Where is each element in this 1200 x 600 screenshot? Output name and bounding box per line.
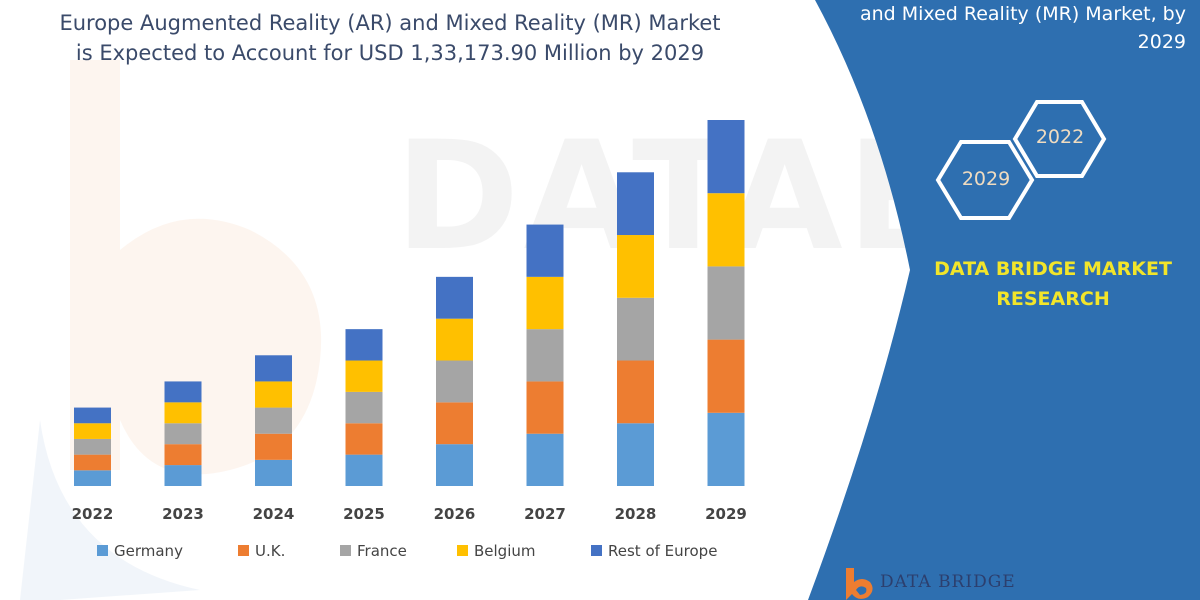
footer-logo-icon xyxy=(846,568,873,600)
x-tick-label-2022: 2022 xyxy=(72,505,114,523)
bar-2029-u-k- xyxy=(707,339,745,413)
legend-label-u-k-: U.K. xyxy=(255,542,285,560)
x-tick-label-2024: 2024 xyxy=(253,505,295,523)
legend-swatch-u-k- xyxy=(238,545,249,556)
bar-2025-belgium xyxy=(345,360,383,392)
bar-2023-rest-of-europe xyxy=(164,381,202,403)
legend-swatch-rest-of-europe xyxy=(591,545,602,556)
bar-2025-germany xyxy=(345,454,383,486)
x-tick-label-2023: 2023 xyxy=(162,505,204,523)
bar-2023-u-k- xyxy=(164,444,202,466)
legend-label-belgium: Belgium xyxy=(474,542,536,560)
bar-2029-france xyxy=(707,266,745,340)
bar-2028-u-k- xyxy=(617,360,654,424)
bar-2027-u-k- xyxy=(526,381,564,434)
bar-2024-belgium xyxy=(255,381,292,408)
bar-2025-u-k- xyxy=(345,423,383,455)
bar-2022-belgium xyxy=(74,423,111,439)
x-tick-label-2027: 2027 xyxy=(524,505,566,523)
x-tick-label-2025: 2025 xyxy=(343,505,385,523)
bar-2026-belgium xyxy=(436,318,473,361)
bar-2028-france xyxy=(617,297,654,361)
bar-2026-rest-of-europe xyxy=(436,276,473,319)
legend-swatch-belgium xyxy=(457,545,468,556)
bar-2028-germany xyxy=(617,423,654,486)
legend-label-france: France xyxy=(357,542,407,560)
bar-2024-france xyxy=(255,407,292,434)
bar-2027-germany xyxy=(526,433,564,486)
bar-2023-belgium xyxy=(164,402,202,424)
bar-2029-rest-of-europe xyxy=(707,120,745,194)
bar-2029-germany xyxy=(707,412,745,486)
bar-2026-u-k- xyxy=(436,402,473,445)
chart-title-line1: Europe Augmented Reality (AR) and Mixed … xyxy=(59,11,721,35)
hex-label-2029: 2029 xyxy=(961,168,1011,190)
bar-2026-germany xyxy=(436,444,473,486)
legend-swatch-germany xyxy=(97,545,108,556)
bar-2024-u-k- xyxy=(255,433,292,460)
stacked-bar-chart: 2022 2023 2024 2025 2026 2027 2028 2029 Germany U… xyxy=(72,120,747,560)
bar-2022-rest-of-europe xyxy=(74,407,111,424)
bar-2025-rest-of-europe xyxy=(345,329,383,361)
chart-title: Europe Augmented Reality (AR) and Mixed … xyxy=(40,8,740,68)
brand-line1: DATA BRIDGE MARKET xyxy=(934,258,1172,280)
bar-2022-germany xyxy=(74,470,111,486)
bar-2022-france xyxy=(74,438,111,455)
bar-2023-france xyxy=(164,423,202,445)
bar-2024-germany xyxy=(255,459,292,486)
brand-line2: RESEARCH xyxy=(996,288,1110,310)
bar-2028-belgium xyxy=(617,235,654,298)
chart-title-line2: is Expected to Account for USD 1,33,173.… xyxy=(75,41,705,65)
side-title-line1: and Mixed Reality (MR) Market, by xyxy=(859,3,1186,25)
legend-label-germany: Germany xyxy=(114,542,183,560)
bar-2027-belgium xyxy=(526,276,564,330)
bar-2022-u-k- xyxy=(74,454,111,471)
bar-2028-rest-of-europe xyxy=(617,172,654,236)
hexagon-2029-icon xyxy=(935,140,1035,220)
footer-logo-text: DATA BRIDGE xyxy=(880,572,1016,592)
bar-2025-france xyxy=(345,391,383,424)
bar-2029-belgium xyxy=(707,193,745,267)
hexagon-2022-icon xyxy=(1012,100,1107,178)
x-tick-label-2026: 2026 xyxy=(434,505,476,523)
bar-2026-france xyxy=(436,360,473,403)
bar-2023-germany xyxy=(164,465,202,486)
legend-swatch-france xyxy=(340,545,351,556)
x-tick-label-2028: 2028 xyxy=(615,505,657,523)
bar-2027-rest-of-europe xyxy=(526,224,564,277)
hex-label-2022: 2022 xyxy=(1035,126,1085,148)
brand-name: DATA BRIDGE MARKET RESEARCH xyxy=(920,254,1186,314)
bar-2027-france xyxy=(526,329,564,382)
x-tick-label-2029: 2029 xyxy=(705,505,747,523)
side-panel-title: and Mixed Reality (MR) Market, by 2029 xyxy=(806,0,1186,56)
bar-2024-rest-of-europe xyxy=(255,355,292,382)
legend-label-rest-of-europe: Rest of Europe xyxy=(608,542,717,560)
side-title-line2: 2029 xyxy=(1137,31,1186,53)
